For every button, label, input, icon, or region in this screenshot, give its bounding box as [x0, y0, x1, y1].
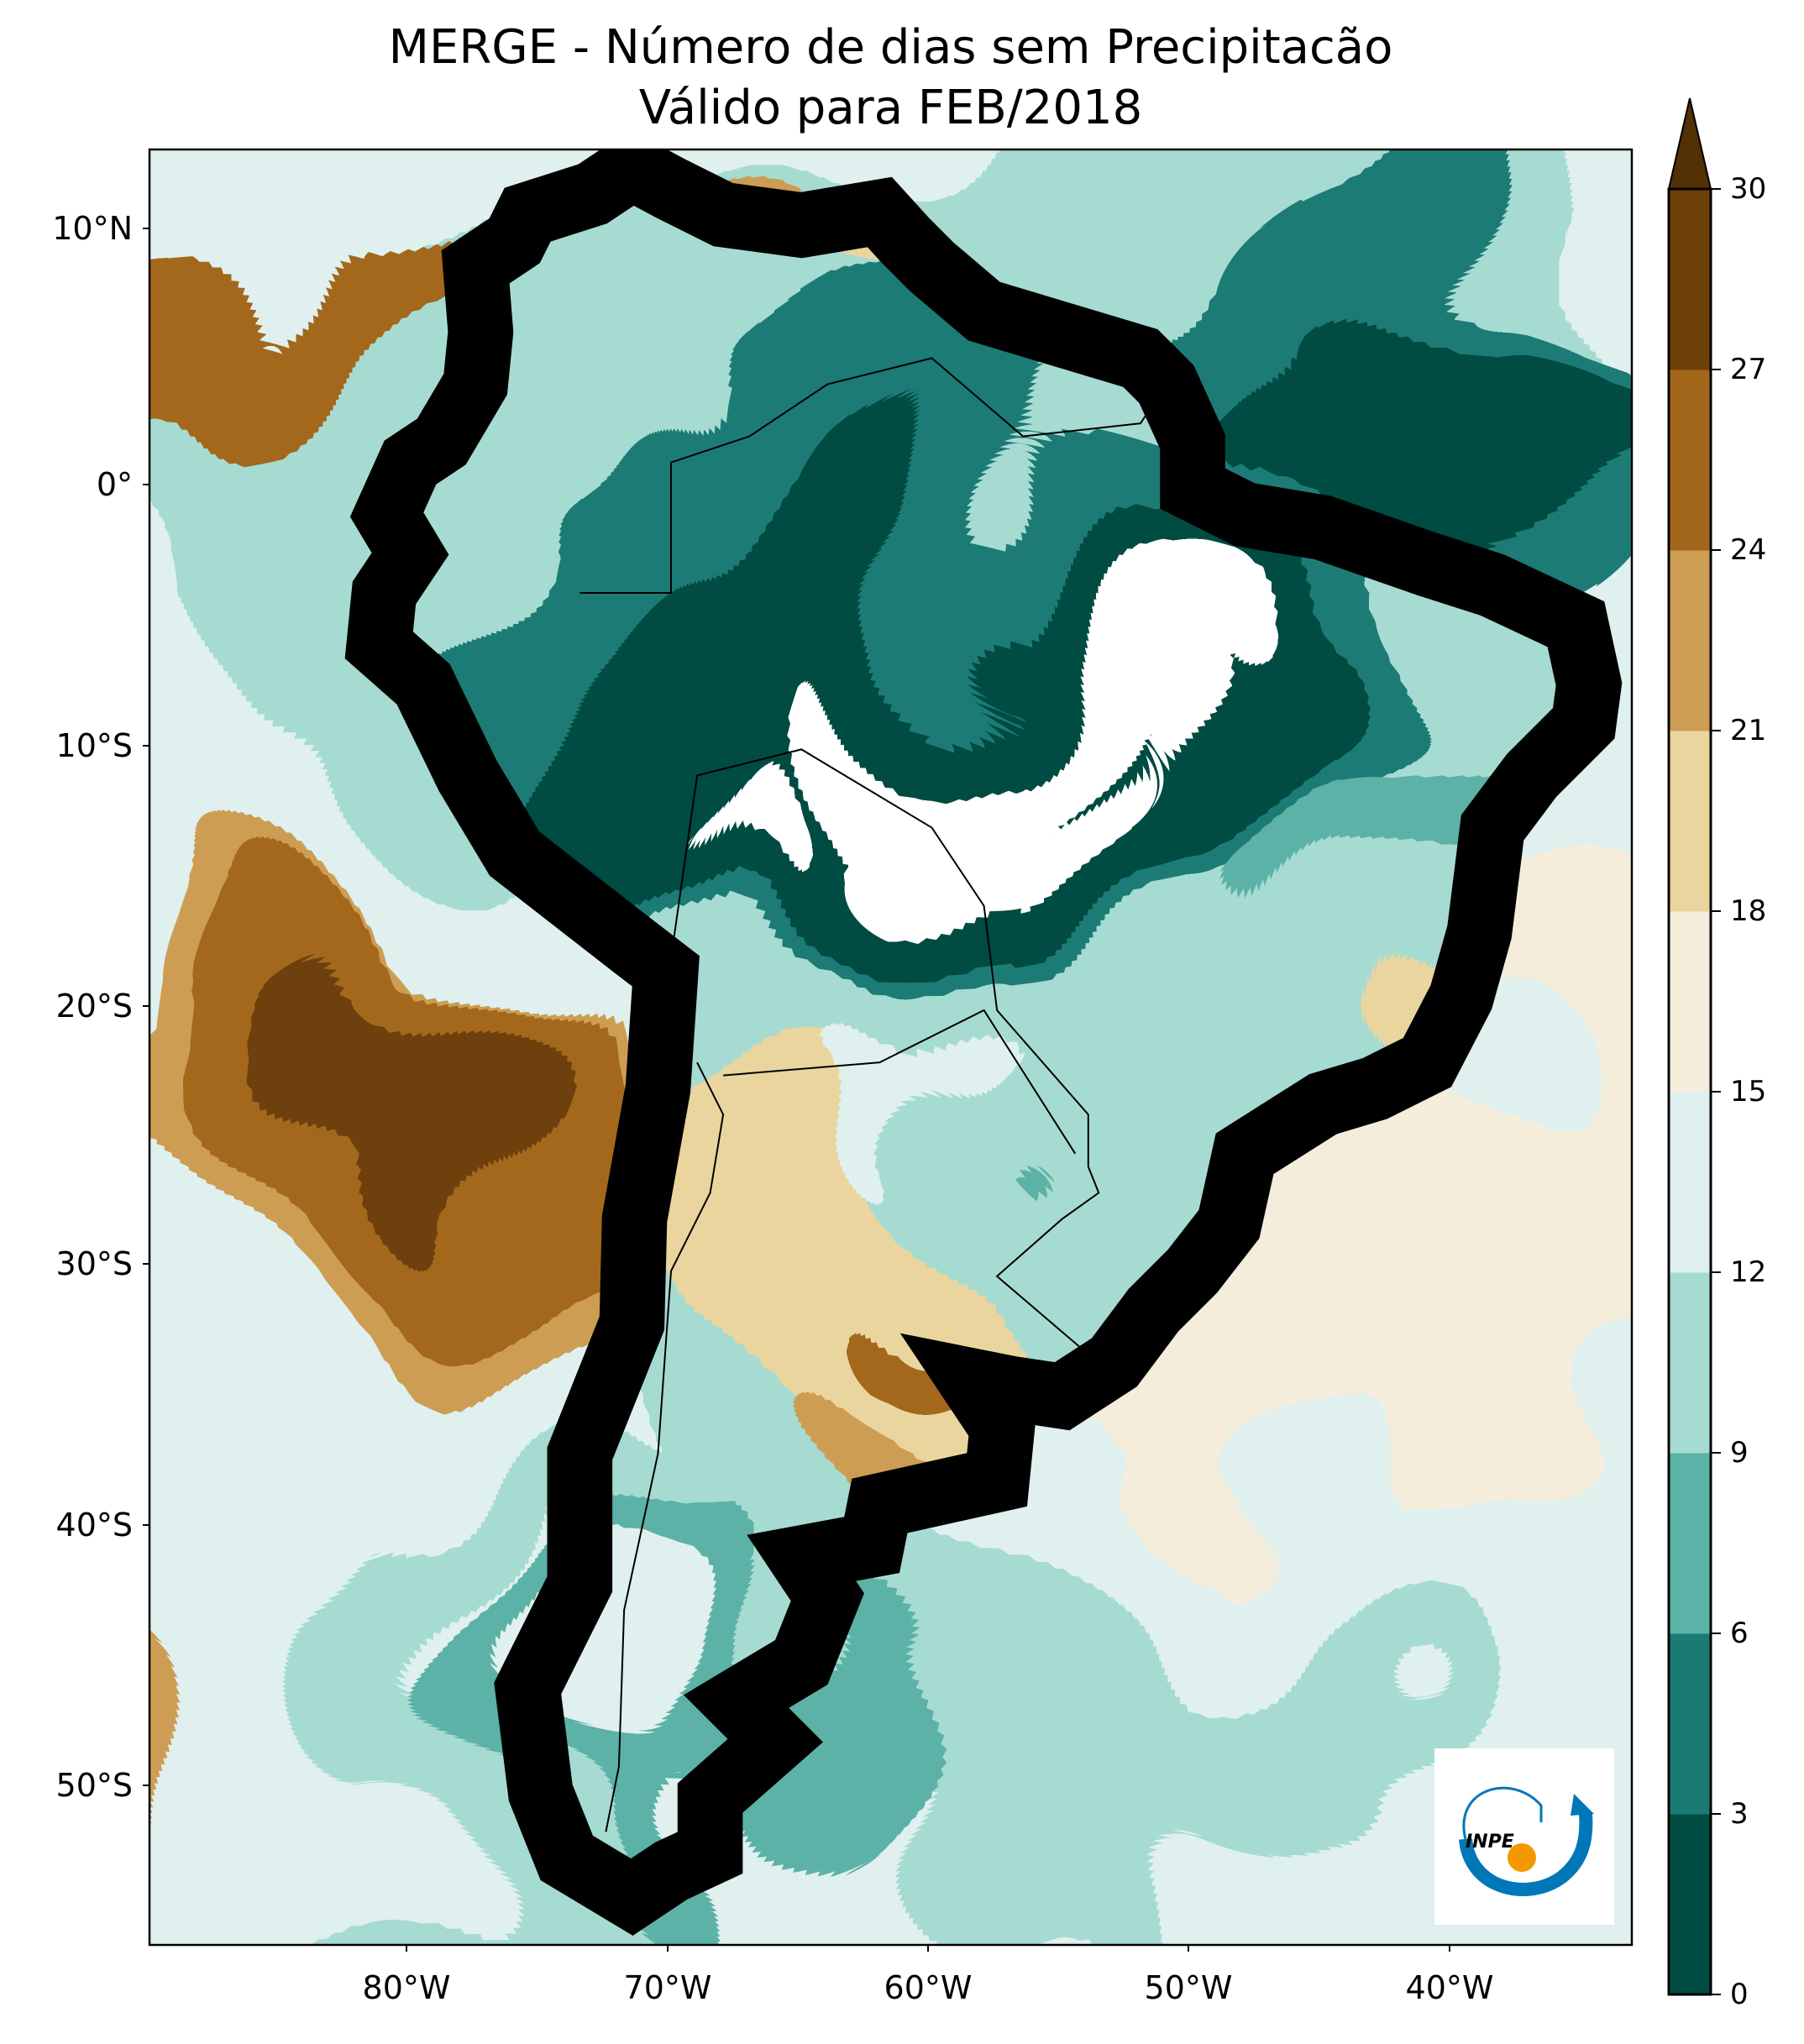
lon-label: 40°W	[1405, 1969, 1494, 2006]
inpe-logo: INPE	[1434, 1748, 1614, 1925]
colorbar-segment	[1669, 1272, 1711, 1454]
lon-label: 50°W	[1144, 1969, 1233, 2006]
field-region	[1166, 853, 1428, 1063]
lat-label: 0°	[96, 466, 133, 503]
colorbar-tick-label: 24	[1730, 533, 1767, 567]
colorbar-tick-label: 30	[1730, 172, 1767, 206]
colorbar-extend-arrow	[1667, 97, 1712, 190]
colorbar-tick-label: 9	[1730, 1436, 1749, 1470]
colorbar-segment	[1669, 911, 1711, 1093]
lat-label: 50°S	[55, 1767, 133, 1804]
map-frame	[148, 148, 1634, 1947]
colorbar-tick-label: 0	[1730, 1978, 1749, 2011]
logo-text: INPE	[1466, 1832, 1514, 1853]
lat-label: 40°S	[55, 1507, 133, 1543]
colorbar-segment	[1669, 550, 1711, 731]
colorbar-segment	[1669, 1092, 1711, 1273]
colorbar-segment	[1669, 1633, 1711, 1815]
lon-label: 80°W	[362, 1969, 451, 2006]
colorbar-tick-label: 12	[1730, 1255, 1767, 1289]
field-region	[957, 710, 1167, 841]
colorbar-segment	[1669, 369, 1711, 551]
field-region	[827, 593, 1245, 750]
colorbar-tick-label: 3	[1730, 1797, 1749, 1831]
colorbar-tick-label: 27	[1730, 353, 1767, 386]
map-subtitle: Válido para FEB/2018	[638, 81, 1143, 135]
lat-label: 30°S	[55, 1245, 133, 1282]
colorbar	[1667, 97, 1721, 1996]
colorbar-tick-label: 21	[1730, 714, 1767, 747]
lat-label: 20°S	[55, 988, 133, 1025]
lat-label: 10°N	[52, 210, 133, 247]
colorbar-tick-label: 6	[1730, 1617, 1749, 1650]
colorbar-tick-label: 15	[1730, 1075, 1767, 1108]
colorbar-segment	[1669, 189, 1711, 370]
colorbar-tick-label: 18	[1730, 894, 1767, 928]
lat-label: 10°S	[55, 727, 133, 764]
map-title: MERGE - Número de dias sem Precipitacão	[388, 20, 1393, 75]
country-borders	[579, 358, 1167, 1832]
colorbar-segment	[1669, 1814, 1711, 1995]
field-region	[775, 723, 880, 828]
lon-label: 60°W	[884, 1969, 973, 2006]
field-region	[1245, 332, 1632, 489]
colorbar-segment	[1669, 1453, 1711, 1634]
field-region	[775, 1375, 932, 1481]
field-region	[671, 254, 984, 411]
field-region	[801, 1009, 1010, 1115]
lon-label: 70°W	[623, 1969, 712, 2006]
axis-ticks	[143, 228, 1450, 1952]
map-area	[149, 149, 1632, 1945]
field-region	[280, 879, 541, 1245]
colorbar-segment	[1669, 731, 1711, 912]
